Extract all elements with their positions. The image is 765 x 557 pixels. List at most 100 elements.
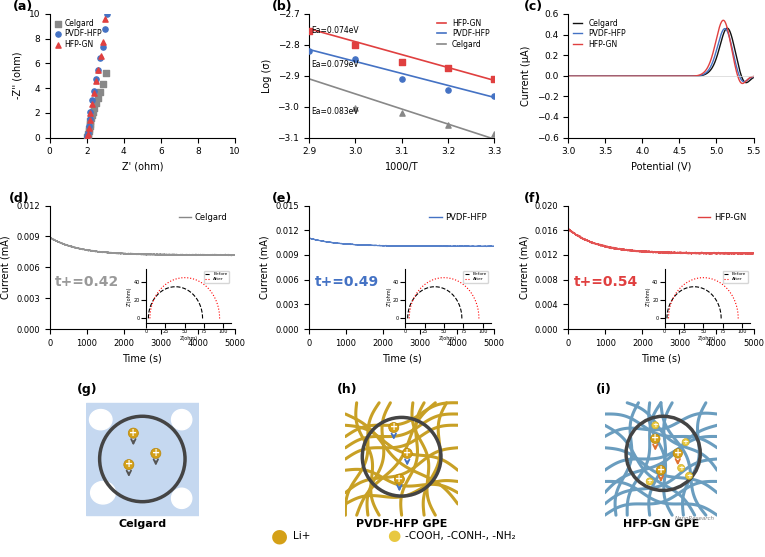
Point [442,121,454,130]
Circle shape [685,472,692,480]
HFP-GN [86,100,98,109]
PVDF-HFP [646,73,655,80]
Text: (f): (f) [524,192,541,205]
Celgard [92,94,104,102]
HFP-GN [83,123,95,132]
Celgard [100,69,112,78]
Circle shape [682,438,689,446]
Celgard [708,63,718,70]
Circle shape [673,448,682,458]
Text: HFP-GN GPE: HFP-GN GPE [623,519,699,529]
PVDF-HFP [711,48,721,55]
Text: Li+: Li+ [293,531,311,541]
HFP-GN [691,72,700,79]
Text: Ea=0.079eV: Ea=0.079eV [311,60,359,69]
X-axis label: Time (s): Time (s) [382,354,422,364]
PVDF-HFP [639,73,648,80]
PVDF-HFP [80,132,93,141]
Celgard [85,114,97,123]
Text: +: + [686,472,692,478]
HFP-GN [84,109,96,118]
Celgard [90,99,103,108]
Text: +: + [396,473,403,483]
Point [396,75,408,84]
Point [303,47,315,56]
Celgard [82,129,94,138]
HFP-GN [583,73,592,80]
Text: (d): (d) [9,192,30,205]
Text: +: + [679,465,684,471]
Text: +: + [651,433,659,443]
X-axis label: Potential (V): Potential (V) [630,162,691,172]
Legend: Celgard, PVDF-HFP, HFP-GN: Celgard, PVDF-HFP, HFP-GN [54,18,103,50]
Point [396,57,408,66]
Celgard [711,56,721,62]
Text: +: + [151,448,160,458]
PVDF-HFP [564,73,573,80]
Celgard [583,73,592,80]
Circle shape [151,448,161,458]
Text: NanoResearch: NanoResearch [675,516,715,521]
PVDF-HFP [83,115,96,124]
HFP-GN [83,116,96,125]
Celgard [646,73,655,80]
PVDF-HFP [83,122,95,131]
Circle shape [394,474,405,484]
Point [488,130,500,139]
Text: Ea=0.083eV: Ea=0.083eV [311,108,359,116]
Y-axis label: -Z'' (ohm): -Z'' (ohm) [13,52,23,100]
Ellipse shape [90,481,116,504]
Text: +: + [403,448,412,458]
Ellipse shape [171,488,192,509]
Legend: Celgard, PVDF-HFP, HFP-GN: Celgard, PVDF-HFP, HFP-GN [572,18,627,50]
HFP-GN [97,38,109,47]
Text: +: + [129,428,138,438]
PVDF-HFP [749,74,758,80]
HFP-GN [82,129,94,138]
PVDF-HFP [101,9,113,18]
Line: Celgard: Celgard [568,28,754,82]
HFP-GN [708,50,718,57]
Point [349,54,361,63]
Text: ●: ● [387,529,401,543]
PVDF-HFP [88,86,100,95]
HFP-GN [749,73,758,80]
Circle shape [656,466,666,475]
Point [442,63,454,72]
Legend: PVDF-HFP: PVDF-HFP [426,210,490,226]
Text: (a): (a) [13,0,33,13]
Celgard [88,104,100,113]
Point [349,104,361,113]
Text: (g): (g) [77,383,98,397]
Text: Celgard: Celgard [119,519,167,529]
Text: Ea=0.074eV: Ea=0.074eV [311,26,359,35]
Text: PVDF-HFP GPE: PVDF-HFP GPE [356,519,448,529]
HFP-GN [95,51,107,60]
Celgard [80,133,93,141]
PVDF-HFP [86,96,99,105]
Point [488,75,500,84]
PVDF-HFP [84,107,96,116]
HFP-GN [88,89,100,97]
Text: t+=0.54: t+=0.54 [574,275,638,289]
Celgard [84,120,96,129]
Text: +: + [125,459,133,469]
Point [396,109,408,118]
HFP-GN [99,14,112,23]
PVDF-HFP [96,43,109,52]
Celgard [691,73,700,80]
HFP-GN [90,76,103,85]
Celgard [83,122,96,131]
Point [349,40,361,49]
Text: (i): (i) [596,383,611,397]
PVDF-HFP [583,73,592,80]
Line: HFP-GN: HFP-GN [568,20,754,84]
X-axis label: 1000/T: 1000/T [385,162,418,172]
HFP-GN [80,133,93,141]
Text: +: + [657,465,665,475]
Ellipse shape [171,409,192,430]
X-axis label: Time (s): Time (s) [122,354,162,364]
Circle shape [652,422,659,429]
Point [442,85,454,94]
HFP-GN [92,65,104,74]
